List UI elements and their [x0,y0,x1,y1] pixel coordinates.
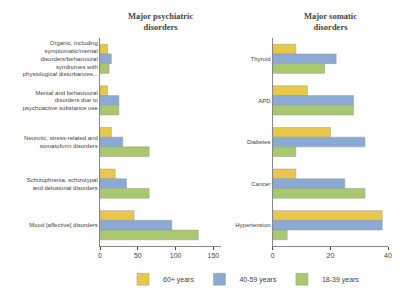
svg-text:Thyroid: Thyroid [251,56,271,62]
svg-text:150: 150 [208,252,220,259]
svg-text:0: 0 [98,252,102,259]
svg-text:20: 20 [327,252,335,259]
svg-text:60+ years: 60+ years [163,276,194,284]
svg-text:50: 50 [134,252,142,259]
svg-text:40: 40 [384,252,392,259]
svg-text:18-39 years: 18-39 years [322,276,359,284]
svg-text:Cancer: Cancer [251,181,270,187]
svg-text:Mental and behaviouraldisorder: Mental and behaviouraldisorders due tops… [23,90,99,112]
svg-text:APD: APD [258,98,271,104]
svg-text:Organic, includingsymptomatic/: Organic, includingsymptomatic/mentaldiso… [23,40,98,77]
svg-text:Diabetes: Diabetes [247,139,271,145]
svg-text:Schizophrenia, schizotypaland: Schizophrenia, schizotypaland delusional… [27,177,98,191]
svg-text:100: 100 [170,252,182,259]
svg-text:40-59 years: 40-59 years [239,276,276,284]
svg-text:Hypertension: Hypertension [235,222,270,228]
svg-text:Major somaticdisorders: Major somaticdisorders [304,11,357,32]
svg-text:0: 0 [271,252,275,259]
svg-text:Mood [affective] disorders: Mood [affective] disorders [29,222,98,228]
svg-text:Major psychiatricdisorders: Major psychiatricdisorders [128,11,193,32]
svg-text:Neurotic, stress-related andso: Neurotic, stress-related andsomatoform d… [24,135,98,149]
